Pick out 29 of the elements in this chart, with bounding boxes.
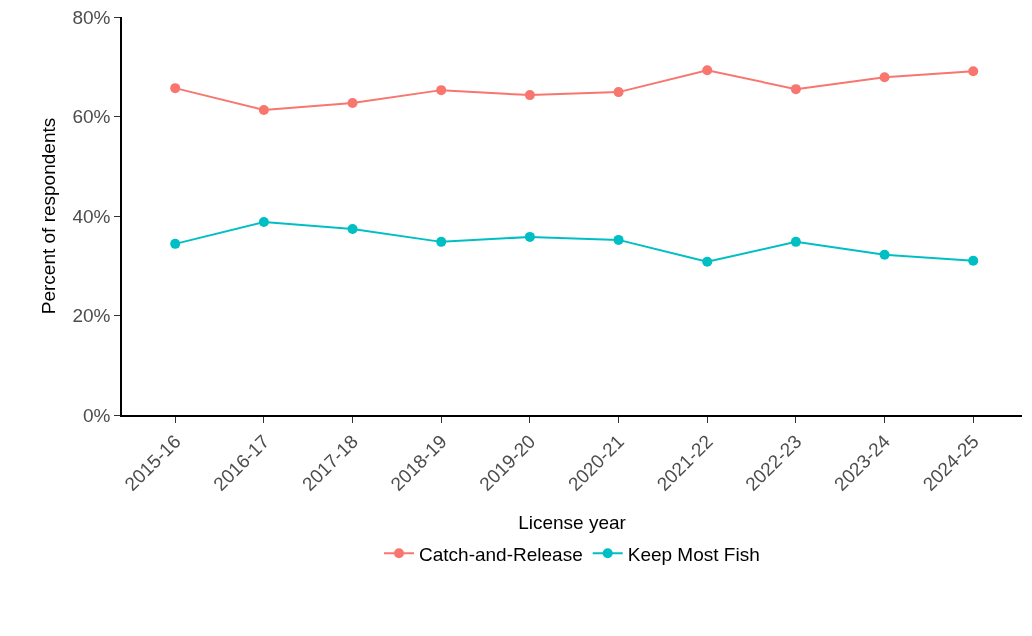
- x-axis-title: License year: [518, 512, 627, 534]
- point: [347, 223, 358, 234]
- point: [702, 256, 713, 267]
- point: [613, 234, 624, 245]
- y-tick-label: 80%: [72, 6, 111, 28]
- point: [170, 83, 181, 94]
- point: [436, 236, 447, 247]
- point: [879, 72, 890, 83]
- y-axis-title: Percent of respondents: [37, 117, 59, 315]
- y-tick-label: 20%: [72, 305, 111, 327]
- point: [790, 236, 801, 247]
- point: [968, 66, 979, 77]
- point: [968, 255, 979, 266]
- point: [436, 85, 447, 96]
- y-tick-label: 40%: [72, 205, 111, 227]
- point: [613, 87, 624, 98]
- point: [258, 105, 269, 116]
- point: [170, 238, 181, 249]
- point: [258, 216, 269, 227]
- y-tick-label: 60%: [72, 106, 111, 128]
- point: [347, 98, 358, 109]
- point: [524, 90, 535, 101]
- point: [879, 249, 890, 260]
- point: [702, 65, 713, 76]
- point: [524, 231, 535, 242]
- legend-label: Catch-and-Release: [419, 543, 583, 565]
- y-tick-label: 0%: [82, 404, 111, 426]
- legend-label: Keep Most Fish: [627, 543, 760, 565]
- point: [790, 84, 801, 95]
